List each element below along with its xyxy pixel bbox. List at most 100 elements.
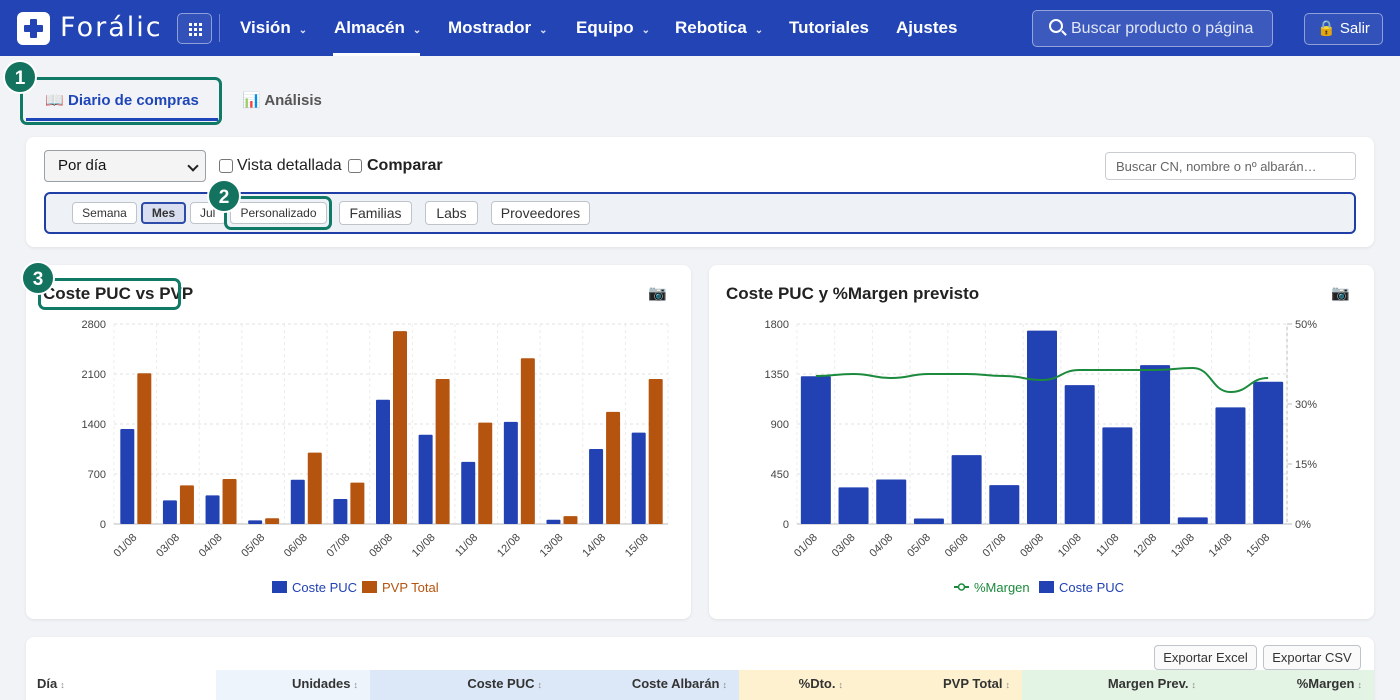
- bar-pvp-total: [520, 358, 535, 524]
- period-select-value: Por día: [58, 157, 107, 174]
- nav-item-vision[interactable]: Visión ⌄: [240, 0, 307, 56]
- export-csv-button[interactable]: Exportar CSV: [1263, 645, 1361, 670]
- column-header[interactable]: %Margen ↕: [1208, 670, 1374, 700]
- column-header[interactable]: Coste Albarán ↕: [554, 670, 739, 700]
- bar-coste-puc: [913, 518, 944, 524]
- y-right-tick-label: 30%: [1295, 399, 1317, 411]
- highlight-outline: [224, 196, 332, 230]
- bar-chart-puc-vs-pvp: 0 700 1400 2100 2800 01/08 03/08 04/08 05/08 06/0…: [82, 319, 669, 595]
- bar-coste-puc: [800, 376, 831, 524]
- x-tick-label: 13/08: [538, 532, 566, 560]
- bar-coste-puc: [290, 479, 305, 524]
- y-tick-label: 1400: [82, 419, 106, 431]
- x-tick-label: 07/08: [325, 532, 353, 560]
- bar-coste-puc: [376, 399, 390, 524]
- bar-pvp-total: [222, 479, 237, 524]
- column-header[interactable]: PVP Total ↕: [855, 670, 1022, 700]
- highlight-outline: [38, 278, 181, 310]
- range-button-semana[interactable]: Semana: [72, 202, 137, 224]
- export-excel-button[interactable]: Exportar Excel: [1154, 645, 1257, 670]
- x-tick-label: 14/08: [580, 532, 608, 560]
- period-select[interactable]: Por día: [44, 150, 206, 182]
- step-badge-3: 3: [21, 261, 55, 295]
- nav-divider: [219, 14, 220, 42]
- nav-item-label: Ajustes: [896, 18, 958, 37]
- bar-coste-puc: [333, 499, 348, 524]
- bar-coste-puc: [989, 485, 1020, 524]
- top-navbar: [0, 0, 1400, 56]
- camera-icon[interactable]: 📷: [648, 285, 667, 302]
- x-tick-label: 10/08: [410, 532, 438, 560]
- y-left-tick-label: 1800: [765, 319, 789, 331]
- compare-label: Comparar: [367, 157, 443, 174]
- nav-item-ajustes[interactable]: Ajustes: [896, 0, 957, 56]
- brand-name[interactable]: Forálic: [60, 12, 163, 43]
- range-button-mes[interactable]: Mes: [141, 202, 186, 224]
- nav-item-rebotica[interactable]: Rebotica ⌄: [675, 0, 763, 56]
- step-badge-1: 1: [3, 60, 37, 94]
- bar-coste-puc: [1027, 330, 1057, 524]
- bar-coste-puc: [503, 421, 518, 524]
- column-header[interactable]: Coste PUC ↕: [370, 670, 554, 700]
- y-right-tick-label: 15%: [1295, 459, 1317, 471]
- legend-label: Coste PUC: [292, 580, 357, 595]
- x-tick-label: 05/08: [905, 532, 933, 560]
- column-header[interactable]: Día ↕: [26, 670, 216, 700]
- camera-icon[interactable]: 📷: [1331, 285, 1350, 302]
- nav-item-tutoriales[interactable]: Tutoriales: [789, 0, 869, 56]
- nav-item-mostrador[interactable]: Mostrador ⌄: [448, 0, 548, 56]
- x-tick-label: 12/08: [1131, 532, 1159, 560]
- x-tick-label: 04/08: [197, 532, 225, 560]
- nav-item-label: Rebotica: [675, 18, 747, 37]
- column-header[interactable]: %Dto. ↕: [739, 670, 855, 700]
- x-tick-label: 01/08: [792, 532, 820, 560]
- x-tick-label: 12/08: [495, 532, 523, 560]
- column-header-label: Margen Prev.: [1107, 676, 1189, 691]
- tab-label: Diario de compras: [67, 92, 199, 109]
- nav-item-equipo[interactable]: Equipo ⌄: [576, 0, 650, 56]
- apps-grid-icon[interactable]: [177, 13, 212, 44]
- highlight-outline: [20, 77, 222, 125]
- chart-title: Coste PUC y %Margen previsto: [726, 284, 980, 303]
- x-tick-label: 11/08: [1094, 532, 1121, 559]
- x-tick-label: 15/08: [1244, 532, 1272, 560]
- nav-item-label: Almacén: [334, 18, 405, 37]
- column-header[interactable]: Unidades ↕: [216, 670, 370, 700]
- group-button-labs[interactable]: Labs: [425, 201, 478, 225]
- column-header[interactable]: Margen Prev. ↕: [1022, 670, 1208, 700]
- legend-swatch: [362, 581, 377, 593]
- detailed-view-checkbox[interactable]: [219, 159, 233, 173]
- bar-coste-puc: [1064, 385, 1095, 524]
- y-tick-label: 2800: [82, 319, 106, 331]
- nav-item-almacen[interactable]: Almacén ⌄: [333, 0, 421, 56]
- bar-pvp-total: [393, 331, 407, 524]
- bar-pvp-total: [179, 485, 194, 524]
- y-right-tick-label: 0%: [1295, 519, 1311, 531]
- tab-analisis[interactable]: 📊 Análisis: [242, 81, 322, 121]
- logout-button[interactable]: 🔒 Salir: [1304, 13, 1383, 45]
- global-search-input[interactable]: [1032, 10, 1273, 47]
- legend-marker: [957, 583, 966, 591]
- bar-pvp-total: [648, 379, 663, 524]
- column-header-label: PVP Total: [943, 676, 1003, 691]
- group-button-familias[interactable]: Familias: [339, 201, 412, 225]
- column-header-label: Coste Albarán: [631, 676, 720, 691]
- range-button-personalizado[interactable]: Personalizado: [230, 202, 327, 224]
- bar-pvp-total: [563, 516, 578, 524]
- bar-coste-puc: [248, 520, 263, 524]
- sort-icon: ↕: [537, 680, 543, 690]
- bar-coste-puc: [876, 479, 907, 524]
- logout-label: Salir: [1339, 20, 1370, 37]
- bar-pvp-total: [478, 422, 493, 524]
- nav-item-label: Tutoriales: [789, 18, 869, 37]
- brand-logo-icon[interactable]: [17, 12, 50, 45]
- tab-diario-compras[interactable]: 📖 Diario de compras: [26, 81, 218, 121]
- bar-coste-puc: [162, 500, 177, 524]
- group-button-proveedores[interactable]: Proveedores: [491, 201, 590, 225]
- legend-label: %Margen: [974, 580, 1030, 595]
- compare-checkbox[interactable]: [348, 159, 362, 173]
- column-header-label: Coste PUC: [467, 676, 535, 691]
- purchase-search-input[interactable]: [1105, 152, 1356, 180]
- x-tick-label: 06/08: [943, 532, 971, 560]
- chevron-down-icon: ⌄: [298, 25, 308, 36]
